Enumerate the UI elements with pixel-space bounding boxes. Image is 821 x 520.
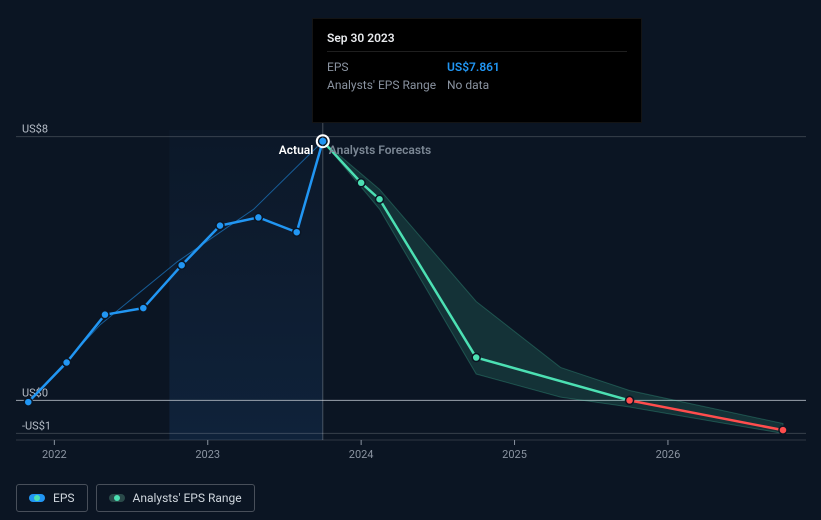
- tooltip-divider: [327, 51, 627, 52]
- y-axis-tick-label: -US$1: [22, 419, 51, 432]
- tooltip-title: Sep 30 2023: [327, 29, 627, 47]
- tooltip-row-label: Analysts' EPS Range: [327, 76, 447, 94]
- chart-tooltip: Sep 30 2023 EPSUS$7.861Analysts' EPS Ran…: [312, 18, 642, 123]
- x-axis-tick-label: 2023: [195, 448, 220, 461]
- x-axis-tick-label: 2025: [502, 448, 527, 461]
- chart-legend: EPS Analysts' EPS Range: [16, 484, 255, 512]
- tooltip-row-label: EPS: [327, 58, 447, 76]
- tooltip-row-value: No data: [447, 76, 627, 94]
- legend-swatch-icon: [109, 494, 125, 502]
- legend-item-label: EPS: [53, 491, 75, 505]
- tooltip-row: Analysts' EPS RangeNo data: [327, 76, 627, 94]
- legend-swatch-icon: [29, 494, 45, 502]
- tooltip-row: EPSUS$7.861: [327, 58, 627, 76]
- legend-item-label: Analysts' EPS Range: [133, 491, 242, 505]
- y-axis-tick-label: US$8: [22, 123, 48, 136]
- x-axis-tick-label: 2022: [42, 448, 67, 461]
- x-axis-tick-label: 2024: [349, 448, 374, 461]
- y-axis-tick-label: US$0: [22, 386, 48, 399]
- legend-item[interactable]: Analysts' EPS Range: [96, 484, 255, 512]
- tooltip-row-value: US$7.861: [447, 58, 627, 76]
- x-axis-tick-label: 2026: [656, 448, 681, 461]
- legend-item[interactable]: EPS: [16, 484, 88, 512]
